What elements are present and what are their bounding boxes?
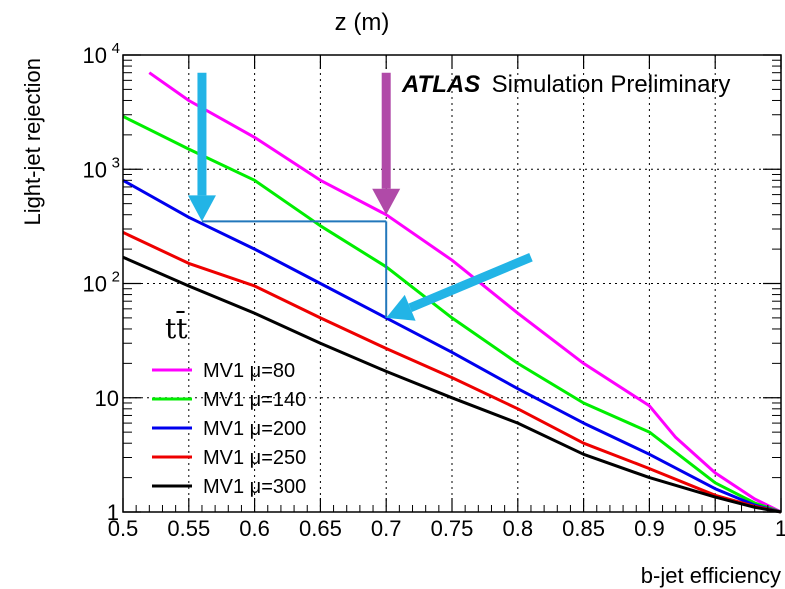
legend-label-3: MV1 μ=200 <box>203 418 306 440</box>
x-tick-label: 0.7 <box>371 516 402 541</box>
arrows <box>187 72 533 321</box>
y-tick-label: 1 <box>107 500 119 525</box>
y-axis-label: Light-jet rejection <box>20 58 45 226</box>
arrow-1 <box>187 72 216 222</box>
series-line-5 <box>122 255 782 514</box>
y-tick-exponent: 3 <box>112 154 120 171</box>
x-tick-label: 0.55 <box>167 516 210 541</box>
arrow-2 <box>372 72 401 215</box>
x-tick-label: 0.9 <box>634 516 665 541</box>
y-axis: 1 10 10 2 10 3 10 4 <box>83 40 781 525</box>
legend-label-4: MV1 μ=250 <box>203 447 306 469</box>
svg-text:ATLAS Simulation Prelimi: ATLAS Simulation Preliminary <box>401 71 730 98</box>
arrow-shaft <box>408 253 533 312</box>
chart-title: z (m) <box>335 9 390 36</box>
arrow-head <box>372 188 401 215</box>
y-tick-label: 10 <box>95 386 119 411</box>
atlas-label: ATLAS Simulation Preliminary <box>401 71 730 98</box>
legend-label-1: MV1 μ=80 <box>203 360 295 382</box>
x-tick-label: 0.75 <box>431 516 474 541</box>
arrow-head <box>187 195 216 222</box>
reference-lines <box>201 220 388 318</box>
atlas-subtitle: Simulation Preliminary <box>492 71 731 98</box>
atlas-bold: ATLAS <box>401 71 480 98</box>
x-tick-label: 1 <box>775 516 785 541</box>
x-tick-label: 0.95 <box>694 516 737 541</box>
x-tick-label: 0.8 <box>503 516 534 541</box>
series-line-1 <box>148 71 782 514</box>
x-tick-label: 0.5 <box>108 516 139 541</box>
y-tick-exponent: 2 <box>112 269 120 286</box>
y-tick-label: 10 <box>83 157 107 182</box>
y-tick-label: 10 <box>83 272 107 297</box>
series-layer <box>122 71 782 514</box>
series-line-4 <box>122 231 782 514</box>
y-tick-label: 10 <box>83 43 107 68</box>
x-axis: 0.5 0.55 0.6 0.65 0.7 0.75 0.8 0.85 0.9 0.95 1 <box>108 55 785 541</box>
series-line-3 <box>122 178 782 514</box>
process-label: tt̄ <box>165 310 188 345</box>
x-axis-label: b-jet efficiency <box>641 563 781 588</box>
legend-label-5: MV1 μ=300 <box>203 476 306 498</box>
legend: MV1 μ=80 MV1 μ=140 MV1 μ=200 MV1 μ=250 MV1 μ… <box>152 360 306 498</box>
legend-label-2: MV1 μ=140 <box>203 389 306 411</box>
series-line-2 <box>122 115 782 514</box>
x-tick-label: 0.85 <box>562 516 605 541</box>
arrow-head <box>386 294 416 321</box>
x-tick-label: 0.6 <box>239 516 270 541</box>
arrow-3 <box>386 253 533 321</box>
x-tick-label: 0.65 <box>299 516 342 541</box>
y-tick-exponent: 4 <box>112 40 120 57</box>
